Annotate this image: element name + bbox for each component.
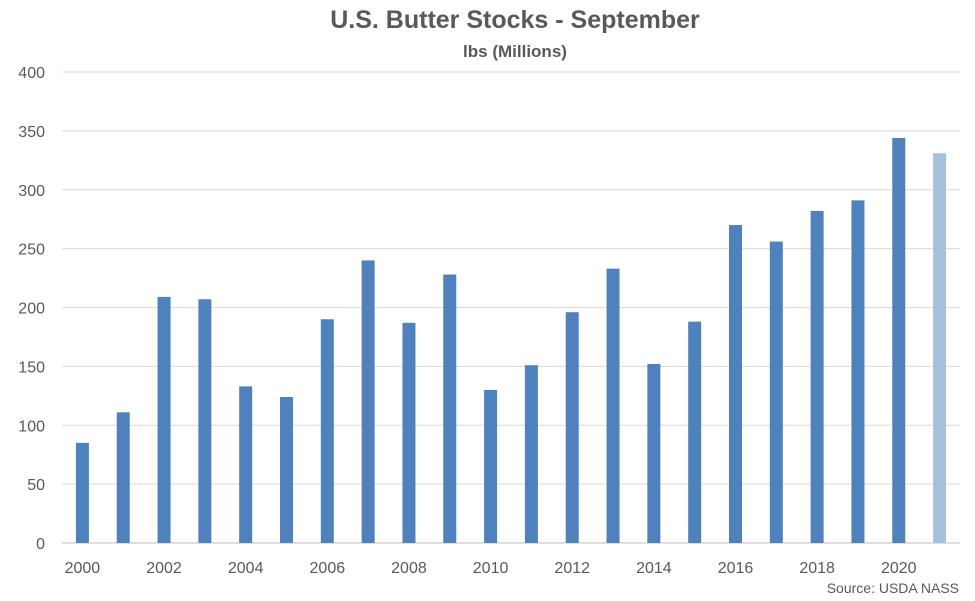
bar: [157, 296, 171, 543]
x-tick-label: 2010: [473, 560, 509, 577]
chart-title: U.S. Butter Stocks - September: [330, 6, 700, 34]
x-tick-label: 2006: [310, 560, 346, 577]
bar: [320, 319, 334, 543]
bar: [198, 299, 212, 543]
bar: [116, 412, 130, 543]
y-tick-label: 300: [18, 183, 45, 200]
bar: [75, 442, 89, 543]
bar: [688, 321, 702, 543]
x-tick-label: 2012: [554, 560, 590, 577]
bar: [729, 225, 742, 543]
x-tick-label: 2008: [391, 560, 427, 577]
bar: [892, 137, 906, 543]
bar: [239, 386, 253, 543]
bar: [361, 260, 375, 543]
bar: [647, 364, 661, 543]
bar: [933, 153, 947, 543]
x-tick-label: 2020: [881, 560, 917, 577]
x-tick-label: 2004: [228, 560, 264, 577]
source-note: Source: USDA NASS: [826, 580, 959, 596]
bar: [484, 389, 498, 543]
x-tick-label: 2018: [799, 560, 835, 577]
y-tick-label: 200: [18, 301, 45, 318]
x-tick-label: 2016: [718, 560, 754, 577]
y-tick-label: 0: [36, 536, 45, 553]
bar: [524, 365, 538, 543]
y-tick-label: 50: [27, 477, 45, 494]
bar: [810, 210, 824, 543]
x-tick-label: 2000: [65, 560, 101, 577]
chart-subtitle: lbs (Millions): [463, 42, 567, 61]
y-tick-label: 350: [18, 124, 45, 141]
bar: [851, 200, 865, 543]
y-tick-label: 400: [18, 65, 45, 82]
bar: [565, 312, 579, 543]
y-tick-label: 100: [18, 418, 45, 435]
x-tick-label: 2014: [636, 560, 672, 577]
y-tick-label: 250: [18, 242, 45, 259]
bar: [443, 274, 457, 543]
x-tick-label: 2002: [146, 560, 182, 577]
y-tick-label: 150: [18, 359, 45, 376]
bar: [280, 396, 293, 543]
bar: [402, 322, 416, 543]
bar: [769, 241, 783, 543]
bar: [606, 268, 620, 543]
